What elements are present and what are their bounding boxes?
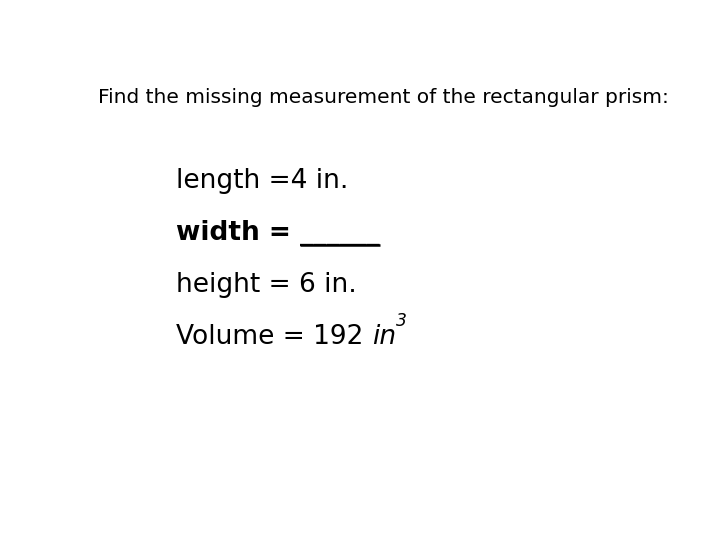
Text: 3: 3 — [397, 312, 408, 330]
Text: height = 6 in.: height = 6 in. — [176, 272, 357, 298]
Text: length =4 in.: length =4 in. — [176, 168, 349, 194]
Text: Find the missing measurement of the rectangular prism:: Find the missing measurement of the rect… — [98, 87, 669, 107]
Text: ______: ______ — [300, 220, 380, 246]
Text: in: in — [372, 324, 397, 350]
Text: width =: width = — [176, 220, 300, 246]
Text: Volume = 192: Volume = 192 — [176, 324, 372, 350]
